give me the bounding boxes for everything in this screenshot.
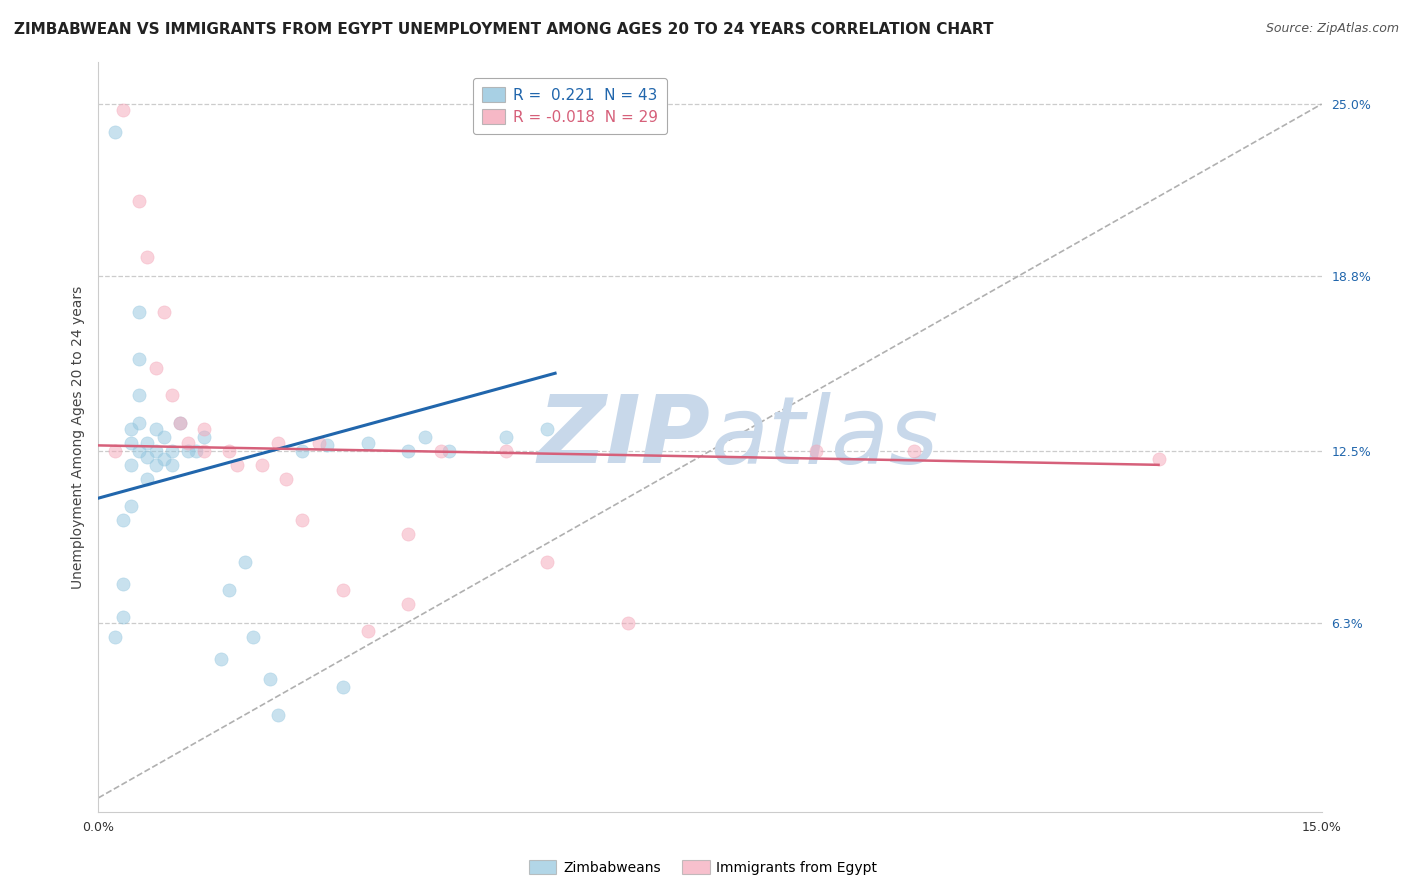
Point: [128, 352, 150, 367]
Point: [136, 450, 159, 464]
Text: ZIMBABWEAN VS IMMIGRANTS FROM EGYPT UNEMPLOYMENT AMONG AGES 20 TO 24 YEARS CORRE: ZIMBABWEAN VS IMMIGRANTS FROM EGYPT UNEM…: [14, 22, 994, 37]
Point: [169, 416, 191, 430]
Point: [120, 435, 142, 450]
Point: [218, 444, 240, 458]
Point: [186, 444, 208, 458]
Point: [128, 416, 150, 430]
Point: [145, 444, 167, 458]
Point: [128, 444, 150, 458]
Point: [396, 527, 419, 541]
Point: [413, 430, 436, 444]
Point: [804, 444, 827, 458]
Legend: Zimbabweans, Immigrants from Egypt: Zimbabweans, Immigrants from Egypt: [523, 855, 883, 880]
Point: [120, 422, 142, 436]
Point: [250, 458, 273, 472]
Point: [136, 435, 159, 450]
Point: [128, 388, 150, 402]
Point: [332, 582, 354, 597]
Point: [267, 707, 290, 722]
Point: [617, 615, 640, 630]
Point: [291, 444, 314, 458]
Text: atlas: atlas: [710, 392, 938, 483]
Point: [903, 444, 925, 458]
Point: [396, 597, 419, 611]
Point: [218, 582, 240, 597]
Text: Source: ZipAtlas.com: Source: ZipAtlas.com: [1265, 22, 1399, 36]
Point: [291, 513, 314, 527]
Point: [145, 458, 167, 472]
Point: [120, 458, 142, 472]
Point: [495, 430, 517, 444]
Point: [169, 416, 191, 430]
Point: [437, 444, 460, 458]
Point: [152, 430, 174, 444]
Point: [193, 430, 215, 444]
Point: [536, 422, 558, 436]
Point: [315, 438, 337, 452]
Point: [111, 103, 134, 117]
Point: [274, 472, 297, 486]
Legend: R =  0.221  N = 43, R = -0.018  N = 29: R = 0.221 N = 43, R = -0.018 N = 29: [472, 78, 666, 134]
Point: [111, 513, 134, 527]
Point: [332, 680, 354, 694]
Point: [160, 458, 183, 472]
Point: [104, 630, 127, 644]
Point: [111, 610, 134, 624]
Point: [356, 624, 378, 639]
Point: [209, 652, 232, 666]
Point: [104, 444, 127, 458]
Point: [396, 444, 419, 458]
Point: [267, 435, 290, 450]
Point: [242, 630, 264, 644]
Point: [1147, 452, 1170, 467]
Point: [152, 305, 174, 319]
Point: [193, 444, 215, 458]
Y-axis label: Unemployment Among Ages 20 to 24 years: Unemployment Among Ages 20 to 24 years: [70, 285, 84, 589]
Point: [160, 444, 183, 458]
Point: [259, 672, 281, 686]
Point: [177, 435, 200, 450]
Point: [128, 194, 150, 209]
Point: [128, 305, 150, 319]
Point: [536, 555, 558, 569]
Point: [356, 435, 378, 450]
Point: [145, 422, 167, 436]
Text: ZIP: ZIP: [537, 391, 710, 483]
Point: [226, 458, 249, 472]
Point: [120, 500, 142, 514]
Point: [308, 435, 330, 450]
Point: [152, 452, 174, 467]
Point: [160, 388, 183, 402]
Point: [193, 422, 215, 436]
Point: [136, 250, 159, 264]
Point: [177, 444, 200, 458]
Point: [430, 444, 453, 458]
Point: [136, 472, 159, 486]
Point: [233, 555, 256, 569]
Point: [111, 577, 134, 591]
Point: [495, 444, 517, 458]
Point: [104, 125, 127, 139]
Point: [145, 360, 167, 375]
